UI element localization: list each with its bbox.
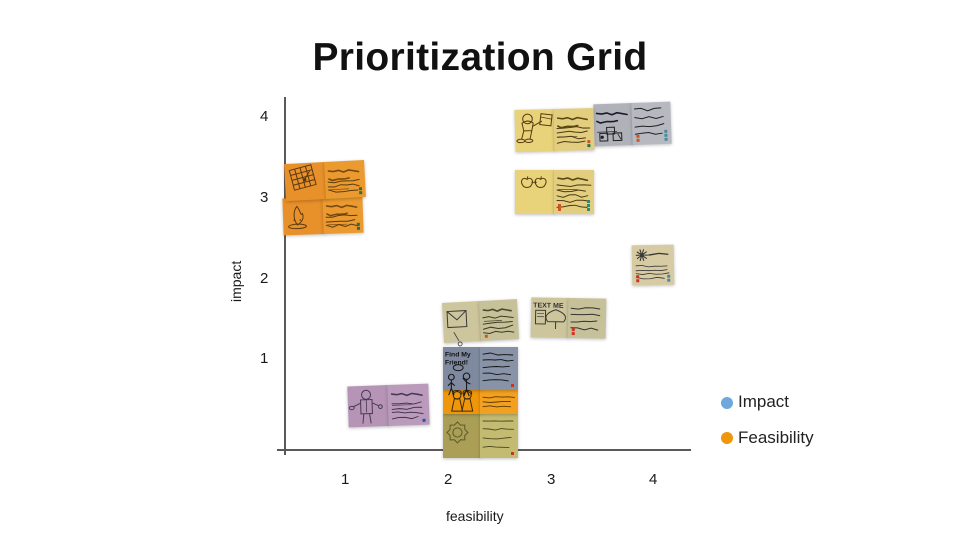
svg-text:TEXT ME: TEXT ME [533,302,564,310]
svg-text:Friend!: Friend! [445,360,468,367]
svg-text:Find My: Find My [445,352,471,359]
